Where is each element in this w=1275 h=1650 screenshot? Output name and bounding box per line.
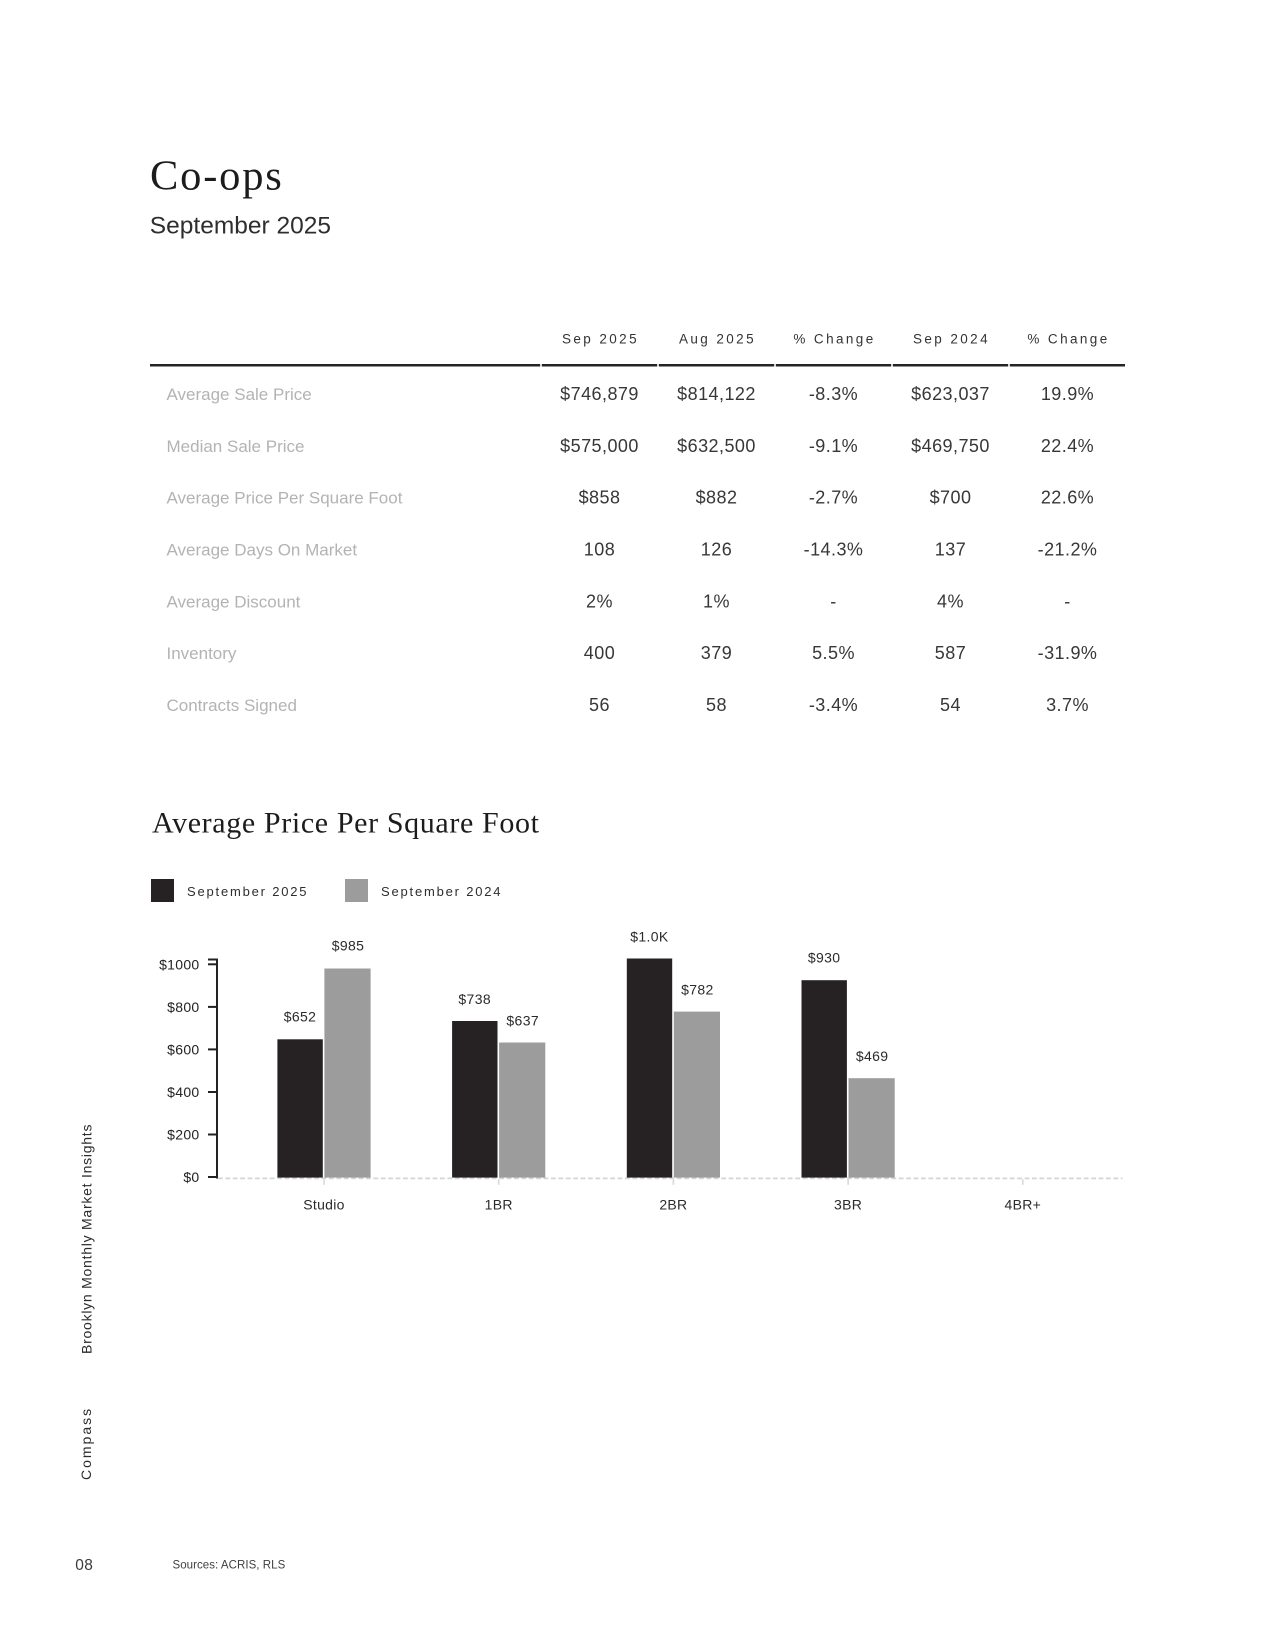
svg-text:19.9%: 19.9%: [1041, 384, 1094, 404]
svg-text:$1000: $1000: [159, 956, 199, 972]
svg-text:$782: $782: [681, 982, 714, 998]
svg-text:Co-ops: Co-ops: [150, 153, 284, 200]
svg-text:-: -: [1064, 591, 1070, 611]
svg-text:$400: $400: [167, 1084, 199, 1100]
svg-text:-2.7%: -2.7%: [809, 488, 858, 508]
svg-text:$930: $930: [808, 949, 841, 965]
svg-text:$652: $652: [284, 1009, 317, 1025]
svg-text:$800: $800: [167, 999, 199, 1015]
svg-text:$738: $738: [458, 991, 491, 1007]
svg-text:September 2024: September 2024: [381, 884, 502, 899]
svg-text:Studio: Studio: [303, 1197, 345, 1213]
svg-text:Inventory: Inventory: [167, 644, 237, 663]
svg-text:-: -: [830, 591, 836, 611]
svg-text:2%: 2%: [586, 591, 613, 611]
svg-text:379: 379: [701, 643, 732, 663]
svg-text:September 2025: September 2025: [187, 884, 308, 899]
svg-text:Sep 2025: Sep 2025: [562, 332, 639, 347]
svg-text:137: 137: [935, 540, 966, 560]
svg-text:587: 587: [935, 643, 966, 663]
svg-text:1%: 1%: [703, 591, 730, 611]
svg-text:$700: $700: [930, 488, 972, 508]
svg-text:Sources: ACRIS, RLS: Sources: ACRIS, RLS: [173, 1560, 286, 1572]
svg-text:08: 08: [75, 1557, 93, 1574]
svg-text:$0: $0: [183, 1169, 199, 1185]
svg-text:$746,879: $746,879: [560, 384, 639, 404]
svg-text:108: 108: [584, 540, 615, 560]
svg-text:Contracts Signed: Contracts Signed: [167, 696, 297, 715]
svg-text:2BR: 2BR: [659, 1197, 687, 1213]
svg-text:$200: $200: [167, 1127, 199, 1143]
svg-text:56: 56: [589, 695, 610, 715]
svg-text:400: 400: [584, 643, 615, 663]
svg-text:-21.2%: -21.2%: [1038, 540, 1098, 560]
svg-text:5.5%: 5.5%: [812, 643, 855, 663]
svg-text:$623,037: $623,037: [911, 384, 990, 404]
svg-text:$632,500: $632,500: [677, 436, 756, 456]
svg-text:Average Price Per Square Foot: Average Price Per Square Foot: [152, 806, 540, 839]
svg-text:$469: $469: [856, 1048, 889, 1064]
svg-text:-14.3%: -14.3%: [804, 540, 864, 560]
svg-text:Average Price Per Square Foot: Average Price Per Square Foot: [167, 489, 403, 508]
svg-text:-31.9%: -31.9%: [1038, 643, 1098, 663]
svg-text:Aug 2025: Aug 2025: [679, 332, 756, 347]
svg-text:22.6%: 22.6%: [1041, 488, 1094, 508]
svg-text:$637: $637: [506, 1013, 539, 1029]
svg-text:22.4%: 22.4%: [1041, 436, 1094, 456]
svg-text:% Change: % Change: [1027, 332, 1109, 347]
svg-text:3.7%: 3.7%: [1046, 695, 1089, 715]
svg-text:Average Sale Price: Average Sale Price: [167, 385, 312, 404]
svg-text:$469,750: $469,750: [911, 436, 990, 456]
svg-text:% Change: % Change: [793, 332, 875, 347]
svg-text:Compass: Compass: [78, 1407, 94, 1480]
svg-text:54: 54: [940, 695, 961, 715]
svg-text:$985: $985: [332, 938, 365, 954]
svg-text:Average Discount: Average Discount: [167, 592, 301, 611]
svg-text:-8.3%: -8.3%: [809, 384, 858, 404]
svg-text:$814,122: $814,122: [677, 384, 756, 404]
svg-text:Average Days On Market: Average Days On Market: [167, 541, 358, 560]
svg-text:$575,000: $575,000: [560, 436, 639, 456]
svg-text:September 2025: September 2025: [150, 213, 331, 240]
svg-text:-9.1%: -9.1%: [809, 436, 858, 456]
svg-text:4BR+: 4BR+: [1004, 1197, 1041, 1213]
svg-text:-3.4%: -3.4%: [809, 695, 858, 715]
svg-text:1BR: 1BR: [485, 1197, 513, 1213]
svg-text:4%: 4%: [937, 591, 964, 611]
svg-text:58: 58: [706, 695, 727, 715]
svg-text:$1.0K: $1.0K: [630, 929, 669, 945]
svg-text:Median Sale Price: Median Sale Price: [167, 437, 305, 456]
svg-text:Brooklyn Monthly Market Insigh: Brooklyn Monthly Market Insights: [79, 1124, 95, 1354]
svg-text:$600: $600: [167, 1041, 199, 1057]
svg-text:Sep 2024: Sep 2024: [913, 332, 990, 347]
svg-text:126: 126: [701, 540, 732, 560]
svg-text:$858: $858: [579, 488, 621, 508]
svg-text:$882: $882: [696, 488, 738, 508]
svg-text:3BR: 3BR: [834, 1197, 862, 1213]
